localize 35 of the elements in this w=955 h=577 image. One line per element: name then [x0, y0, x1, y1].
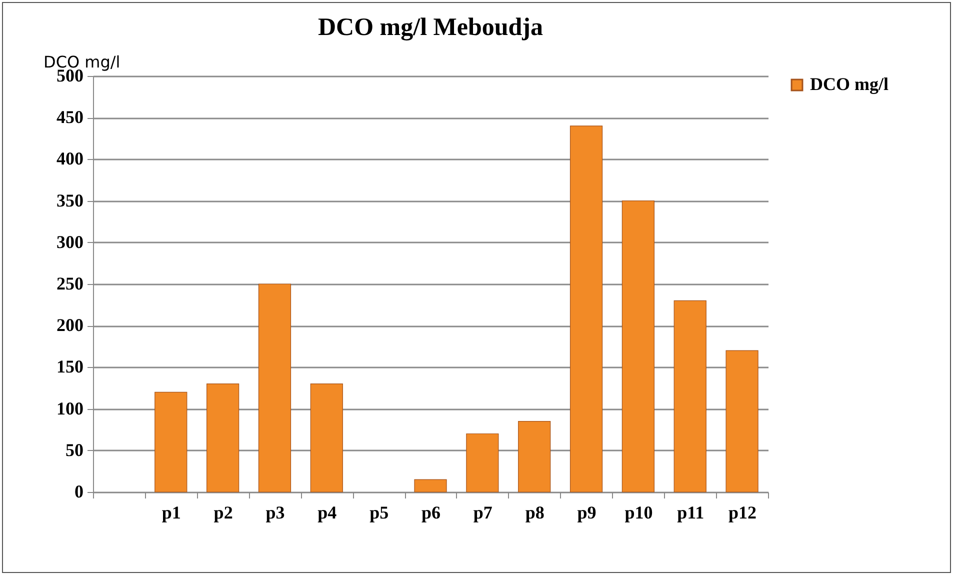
x-tick-label: p2: [214, 502, 233, 522]
y-tick-label: 450: [56, 107, 84, 128]
y-tick-label: 100: [56, 398, 84, 418]
bar: [206, 384, 240, 492]
bar: [726, 350, 758, 492]
bar: [258, 284, 292, 492]
x-tick-label: p10: [624, 502, 653, 522]
y-tick-label: 250: [56, 274, 84, 294]
bar: [622, 200, 654, 492]
y-tick-label: 50: [66, 440, 84, 460]
y-tick-label: 200: [56, 315, 84, 336]
x-tick-label: p9: [577, 502, 596, 522]
x-tick-label: p1: [162, 502, 181, 522]
y-tick-label: 350: [56, 190, 84, 210]
x-tick-label: p8: [525, 502, 544, 522]
bar: [570, 126, 603, 492]
y-tick-label: 400: [56, 148, 84, 169]
bar: [414, 479, 447, 492]
x-tick-label: p4: [318, 502, 337, 522]
y-tick-label: 0: [74, 482, 84, 502]
bar: [518, 420, 551, 492]
legend-label: DCO mg/l: [810, 74, 888, 94]
bar: [466, 433, 499, 492]
x-tick-label: p6: [421, 502, 441, 522]
chart-title: DCO mg/l Meboudja: [318, 14, 544, 41]
x-tick-label: p3: [266, 502, 285, 522]
x-tick-label: p11: [677, 502, 704, 522]
y-tick-label: 300: [56, 232, 84, 252]
y-tick-label: 150: [56, 356, 84, 377]
bar: [674, 300, 706, 492]
x-tick-label: p7: [473, 502, 492, 522]
x-tick-label: p12: [728, 502, 757, 522]
bar: [154, 392, 188, 492]
x-tick-label: p5: [370, 502, 389, 522]
bar: [310, 384, 343, 492]
